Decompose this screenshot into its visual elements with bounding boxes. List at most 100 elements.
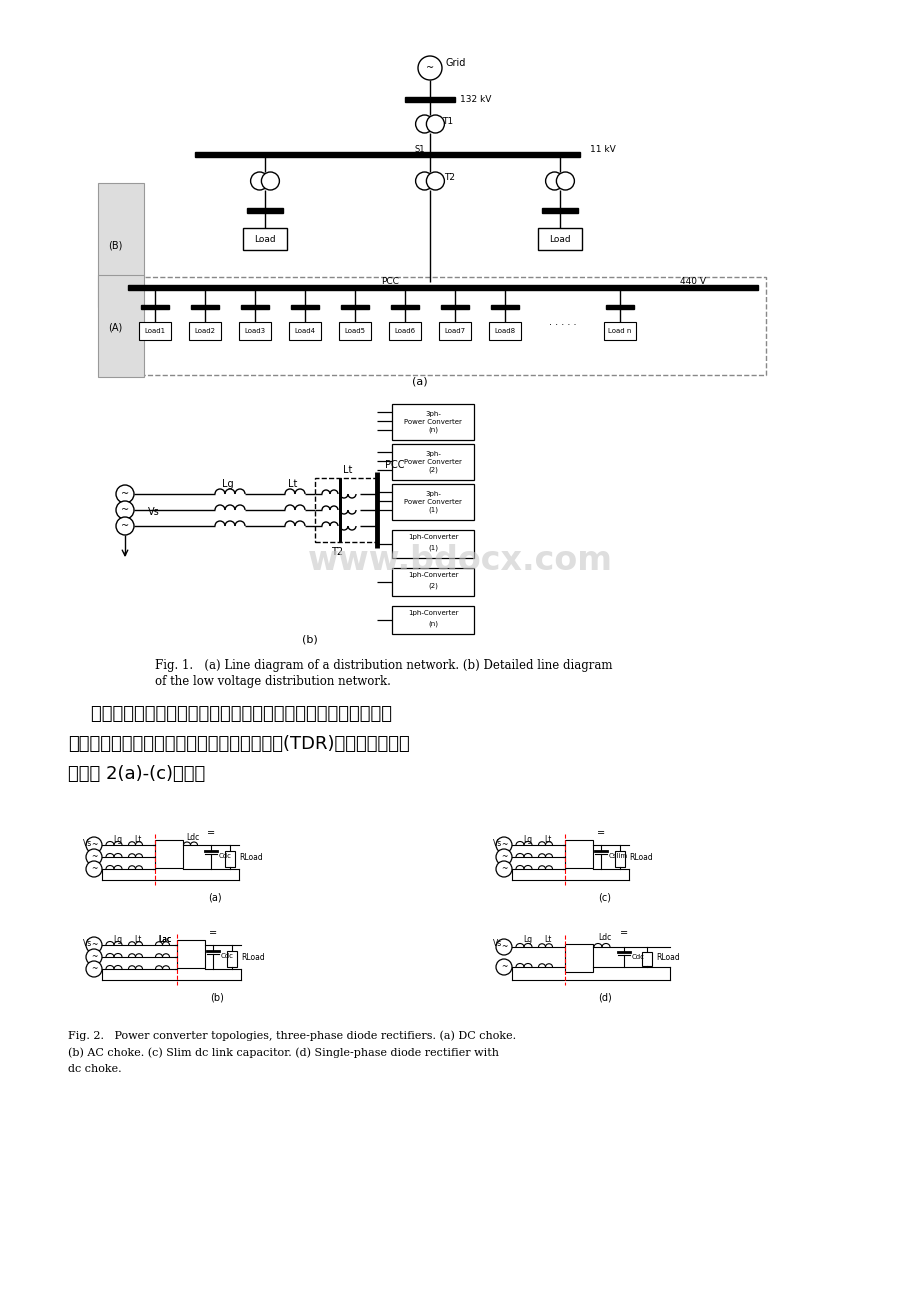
Text: Power Converter: Power Converter	[403, 460, 461, 465]
Circle shape	[116, 501, 134, 519]
Text: Cdc: Cdc	[221, 953, 233, 960]
Text: 1ph-Converter: 1ph-Converter	[407, 534, 458, 540]
Bar	[606, 305, 633, 309]
Text: =: =	[619, 928, 628, 937]
Text: Fig. 2.   Power converter topologies, three-phase diode rectifiers. (a) DC choke: Fig. 2. Power converter topologies, thre…	[68, 1030, 516, 1040]
Text: 1ph-Converter: 1ph-Converter	[407, 611, 458, 616]
Circle shape	[415, 172, 433, 190]
Text: 构如图 2(a)-(c)所示。: 构如图 2(a)-(c)所示。	[68, 766, 205, 783]
Text: Fig. 1.   (a) Line diagram of a distribution network. (b) Detailed line diagram: Fig. 1. (a) Line diagram of a distributi…	[154, 660, 612, 673]
Bar	[243, 228, 287, 250]
Text: ~: ~	[500, 962, 506, 971]
FancyBboxPatch shape	[98, 275, 144, 378]
Text: Power Converter: Power Converter	[403, 419, 461, 424]
Circle shape	[495, 960, 512, 975]
Circle shape	[495, 849, 512, 865]
Text: Vs: Vs	[148, 506, 160, 517]
Text: ~: ~	[120, 505, 129, 516]
Text: (c): (c)	[598, 893, 611, 904]
Text: Vs: Vs	[83, 838, 92, 848]
Bar	[541, 208, 577, 214]
Bar	[391, 305, 418, 309]
Text: Lt: Lt	[134, 836, 142, 845]
Bar	[139, 322, 171, 340]
Bar	[538, 228, 582, 250]
Circle shape	[116, 486, 134, 503]
Text: (1): (1)	[427, 506, 437, 513]
Bar	[491, 305, 518, 309]
Text: (a): (a)	[412, 378, 427, 387]
Text: Lt: Lt	[134, 936, 142, 944]
Text: (1): (1)	[427, 544, 437, 551]
Bar	[227, 950, 237, 967]
Text: ~: ~	[500, 865, 506, 874]
Text: (n): (n)	[427, 427, 437, 434]
Bar	[128, 285, 757, 290]
Text: ~: ~	[120, 521, 129, 531]
Text: RLoad: RLoad	[239, 853, 263, 862]
Text: =: =	[207, 828, 215, 838]
Text: Lac: Lac	[158, 936, 171, 944]
Circle shape	[261, 172, 279, 190]
Bar	[440, 305, 469, 309]
Circle shape	[425, 172, 444, 190]
Bar	[191, 305, 219, 309]
Text: RLoad: RLoad	[629, 853, 652, 862]
Text: Load2: Load2	[194, 328, 215, 335]
Bar	[391, 568, 473, 596]
Bar	[239, 322, 271, 340]
FancyBboxPatch shape	[98, 184, 144, 307]
Bar	[391, 605, 473, 634]
Text: ~: ~	[500, 841, 506, 849]
Text: 3ph-: 3ph-	[425, 411, 440, 417]
Text: Load: Load	[254, 234, 276, 243]
Bar	[564, 944, 593, 973]
Text: T1: T1	[441, 116, 453, 125]
Bar	[338, 322, 370, 340]
Text: www.bdocx.com: www.bdocx.com	[307, 543, 612, 577]
Bar	[141, 305, 169, 309]
Text: Ldc: Ldc	[597, 932, 611, 941]
Bar	[188, 322, 221, 340]
Text: 换器。因此，本文主要考虑三相二极管整流器(TDR)。拓扑形式和结: 换器。因此，本文主要考虑三相二极管整流器(TDR)。拓扑形式和结	[68, 736, 409, 753]
Text: (b): (b)	[210, 993, 223, 1003]
Text: Lg: Lg	[523, 936, 532, 944]
Bar	[341, 305, 369, 309]
Bar	[176, 940, 205, 967]
Bar	[391, 530, 473, 559]
Bar	[118, 277, 766, 375]
Bar	[246, 208, 283, 214]
Text: 3ph-: 3ph-	[425, 450, 440, 457]
Text: T2: T2	[331, 547, 343, 557]
Text: RLoad: RLoad	[655, 953, 679, 961]
Bar	[314, 478, 377, 542]
Bar	[241, 305, 268, 309]
Text: (b): (b)	[301, 635, 318, 644]
Text: (d): (d)	[597, 993, 611, 1003]
Text: 132 kV: 132 kV	[460, 95, 491, 104]
Text: Lg: Lg	[113, 936, 122, 944]
Circle shape	[425, 115, 444, 133]
Circle shape	[116, 517, 134, 535]
Text: (B): (B)	[108, 240, 122, 250]
Text: Lt: Lt	[544, 936, 551, 944]
Circle shape	[85, 949, 102, 965]
Bar	[391, 444, 473, 480]
Text: ~: ~	[91, 953, 97, 961]
Text: (2): (2)	[427, 466, 437, 473]
Text: T2: T2	[444, 173, 455, 182]
Bar	[438, 322, 471, 340]
Text: ~: ~	[91, 940, 97, 949]
Text: PCC: PCC	[384, 460, 404, 470]
Text: 在低压应用中，六脉冲不可控全桥整流器是广泛运用的的三相变: 在低压应用中，六脉冲不可控全桥整流器是广泛运用的的三相变	[68, 704, 391, 723]
Text: Lac: Lac	[158, 936, 171, 944]
Text: Load8: Load8	[494, 328, 515, 335]
Text: . . . . .: . . . . .	[549, 316, 576, 327]
Text: ~: ~	[425, 62, 434, 73]
Text: ~: ~	[120, 490, 129, 499]
Circle shape	[417, 56, 441, 79]
Text: Power Converter: Power Converter	[403, 499, 461, 505]
Text: of the low voltage distribution network.: of the low voltage distribution network.	[154, 674, 391, 687]
Circle shape	[495, 861, 512, 878]
Text: 1ph-Converter: 1ph-Converter	[407, 572, 458, 578]
